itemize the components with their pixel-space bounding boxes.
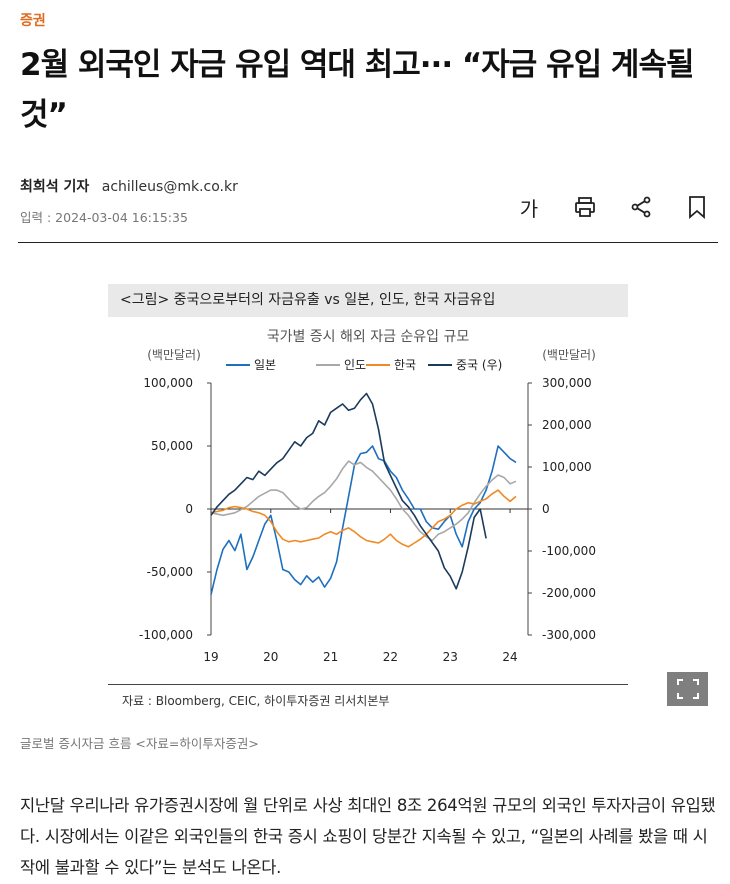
legend-label: 인도 — [344, 358, 366, 372]
right-tick-label: -200,000 — [542, 586, 596, 600]
x-tick-label: 22 — [383, 650, 398, 664]
x-tick-label: 23 — [443, 650, 458, 664]
series-line-3 — [210, 489, 517, 548]
right-tick-label: 300,000 — [542, 376, 592, 390]
series-line-4 — [210, 392, 487, 590]
x-tick-label: 20 — [263, 650, 278, 664]
legend-label: 중국 (우) — [456, 358, 502, 372]
bookmark-icon[interactable] — [684, 194, 710, 220]
right-tick-label: -300,000 — [542, 628, 596, 642]
header-divider — [18, 242, 718, 243]
figure-source: 자료 : Bloomberg, CEIC, 하이투자증권 리서치본부 — [122, 694, 390, 708]
right-tick-label: -100,000 — [542, 544, 596, 558]
expand-icon[interactable] — [667, 672, 708, 706]
left-tick-label: -100,000 — [139, 628, 193, 642]
source-divider — [108, 684, 628, 685]
left-tick-label: 0 — [185, 502, 193, 516]
series-line-2 — [210, 460, 517, 542]
chart-title: 국가별 증시 해외 자금 순유입 규모 — [267, 329, 470, 345]
category-label[interactable]: 증권 — [20, 13, 46, 29]
right-tick-label: 200,000 — [542, 418, 592, 432]
left-tick-label: 50,000 — [151, 439, 193, 453]
article-toolbar: 가 — [516, 194, 710, 221]
x-tick-label: 24 — [502, 650, 517, 664]
right-tick-label: 0 — [542, 502, 550, 516]
print-icon[interactable] — [572, 194, 598, 220]
series-line-1 — [210, 445, 517, 595]
figure-caption: 글로벌 증시자금 흐름 <자료=하이투자증권> — [20, 736, 259, 751]
font-size-button[interactable]: 가 — [519, 196, 539, 221]
figure-header: <그림> 중국으로부터의 자금유출 vs 일본, 인도, 한국 자금유입 — [108, 284, 628, 317]
left-tick-label: 100,000 — [143, 376, 193, 390]
byline: 최희석 기자 achilleus@mk.co.kr — [20, 176, 238, 196]
article-body: 지난달 우리나라 유가증권시장에 월 단위로 사상 최대인 8조 264억원 규… — [20, 796, 716, 877]
article-figure[interactable]: <그림> 중국으로부터의 자금유출 vs 일본, 인도, 한국 자금유입 국가별… — [108, 284, 628, 714]
legend-label: 일본 — [254, 358, 276, 372]
share-icon[interactable] — [628, 194, 654, 220]
right-tick-label: 100,000 — [542, 460, 592, 474]
right-axis-unit: (백만달러) — [542, 348, 596, 362]
chart-legend: 일본 인도 한국 중국 (우) — [226, 358, 502, 372]
author-name[interactable]: 최희석 기자 — [20, 179, 90, 195]
left-axis-unit: (백만달러) — [147, 348, 201, 362]
publish-date: 입력 : 2024-03-04 16:15:35 — [20, 210, 188, 225]
flow-chart: 국가별 증시 해외 자금 순유입 규모 (백만달러) (백만달러) 일본 인도 한국… — [139, 329, 596, 664]
x-tick-label: 21 — [323, 650, 338, 664]
author-email[interactable]: achilleus@mk.co.kr — [101, 179, 238, 195]
left-tick-label: -50,000 — [147, 565, 193, 579]
headline: 2월 외국인 자금 유입 역대 최고··· “자금 유입 계속될 것” — [20, 47, 695, 133]
x-tick-label: 19 — [203, 650, 218, 664]
legend-label: 한국 — [394, 358, 416, 372]
